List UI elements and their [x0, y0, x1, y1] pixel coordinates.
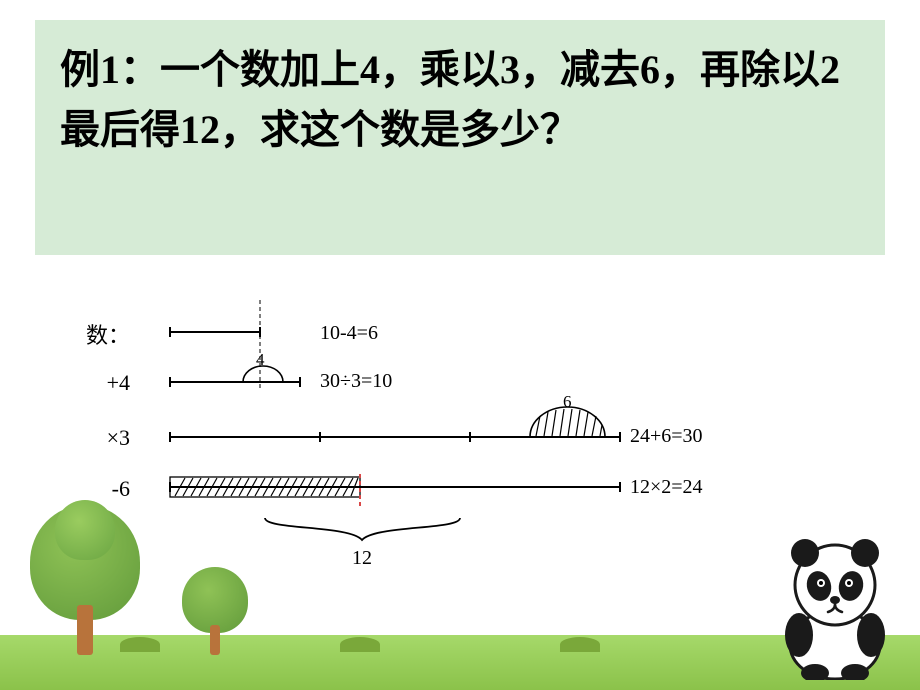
result-12: 12 [352, 547, 372, 570]
annot-4: 4 [256, 350, 265, 370]
step-1: 10-4=6 [320, 322, 378, 345]
step-3: 24+6=30 [630, 425, 703, 448]
step-4: 12×2=24 [630, 476, 703, 499]
step-2: 30÷3=10 [320, 370, 392, 393]
problem-text: 例1：一个数加上4，乘以3，减去6，再除以2最后得12，求这个数是多少？ [60, 47, 840, 152]
tree-large [25, 495, 145, 655]
annot-6: 6 [563, 392, 572, 412]
grass-tuft-3 [560, 637, 600, 652]
panda-icon [765, 530, 905, 680]
grass-tuft-2 [340, 637, 380, 652]
brace-12 [265, 518, 460, 540]
problem-box: 例1：一个数加上4，乘以3，减去6，再除以2最后得12，求这个数是多少？ [35, 20, 885, 255]
tree-small [180, 560, 250, 655]
